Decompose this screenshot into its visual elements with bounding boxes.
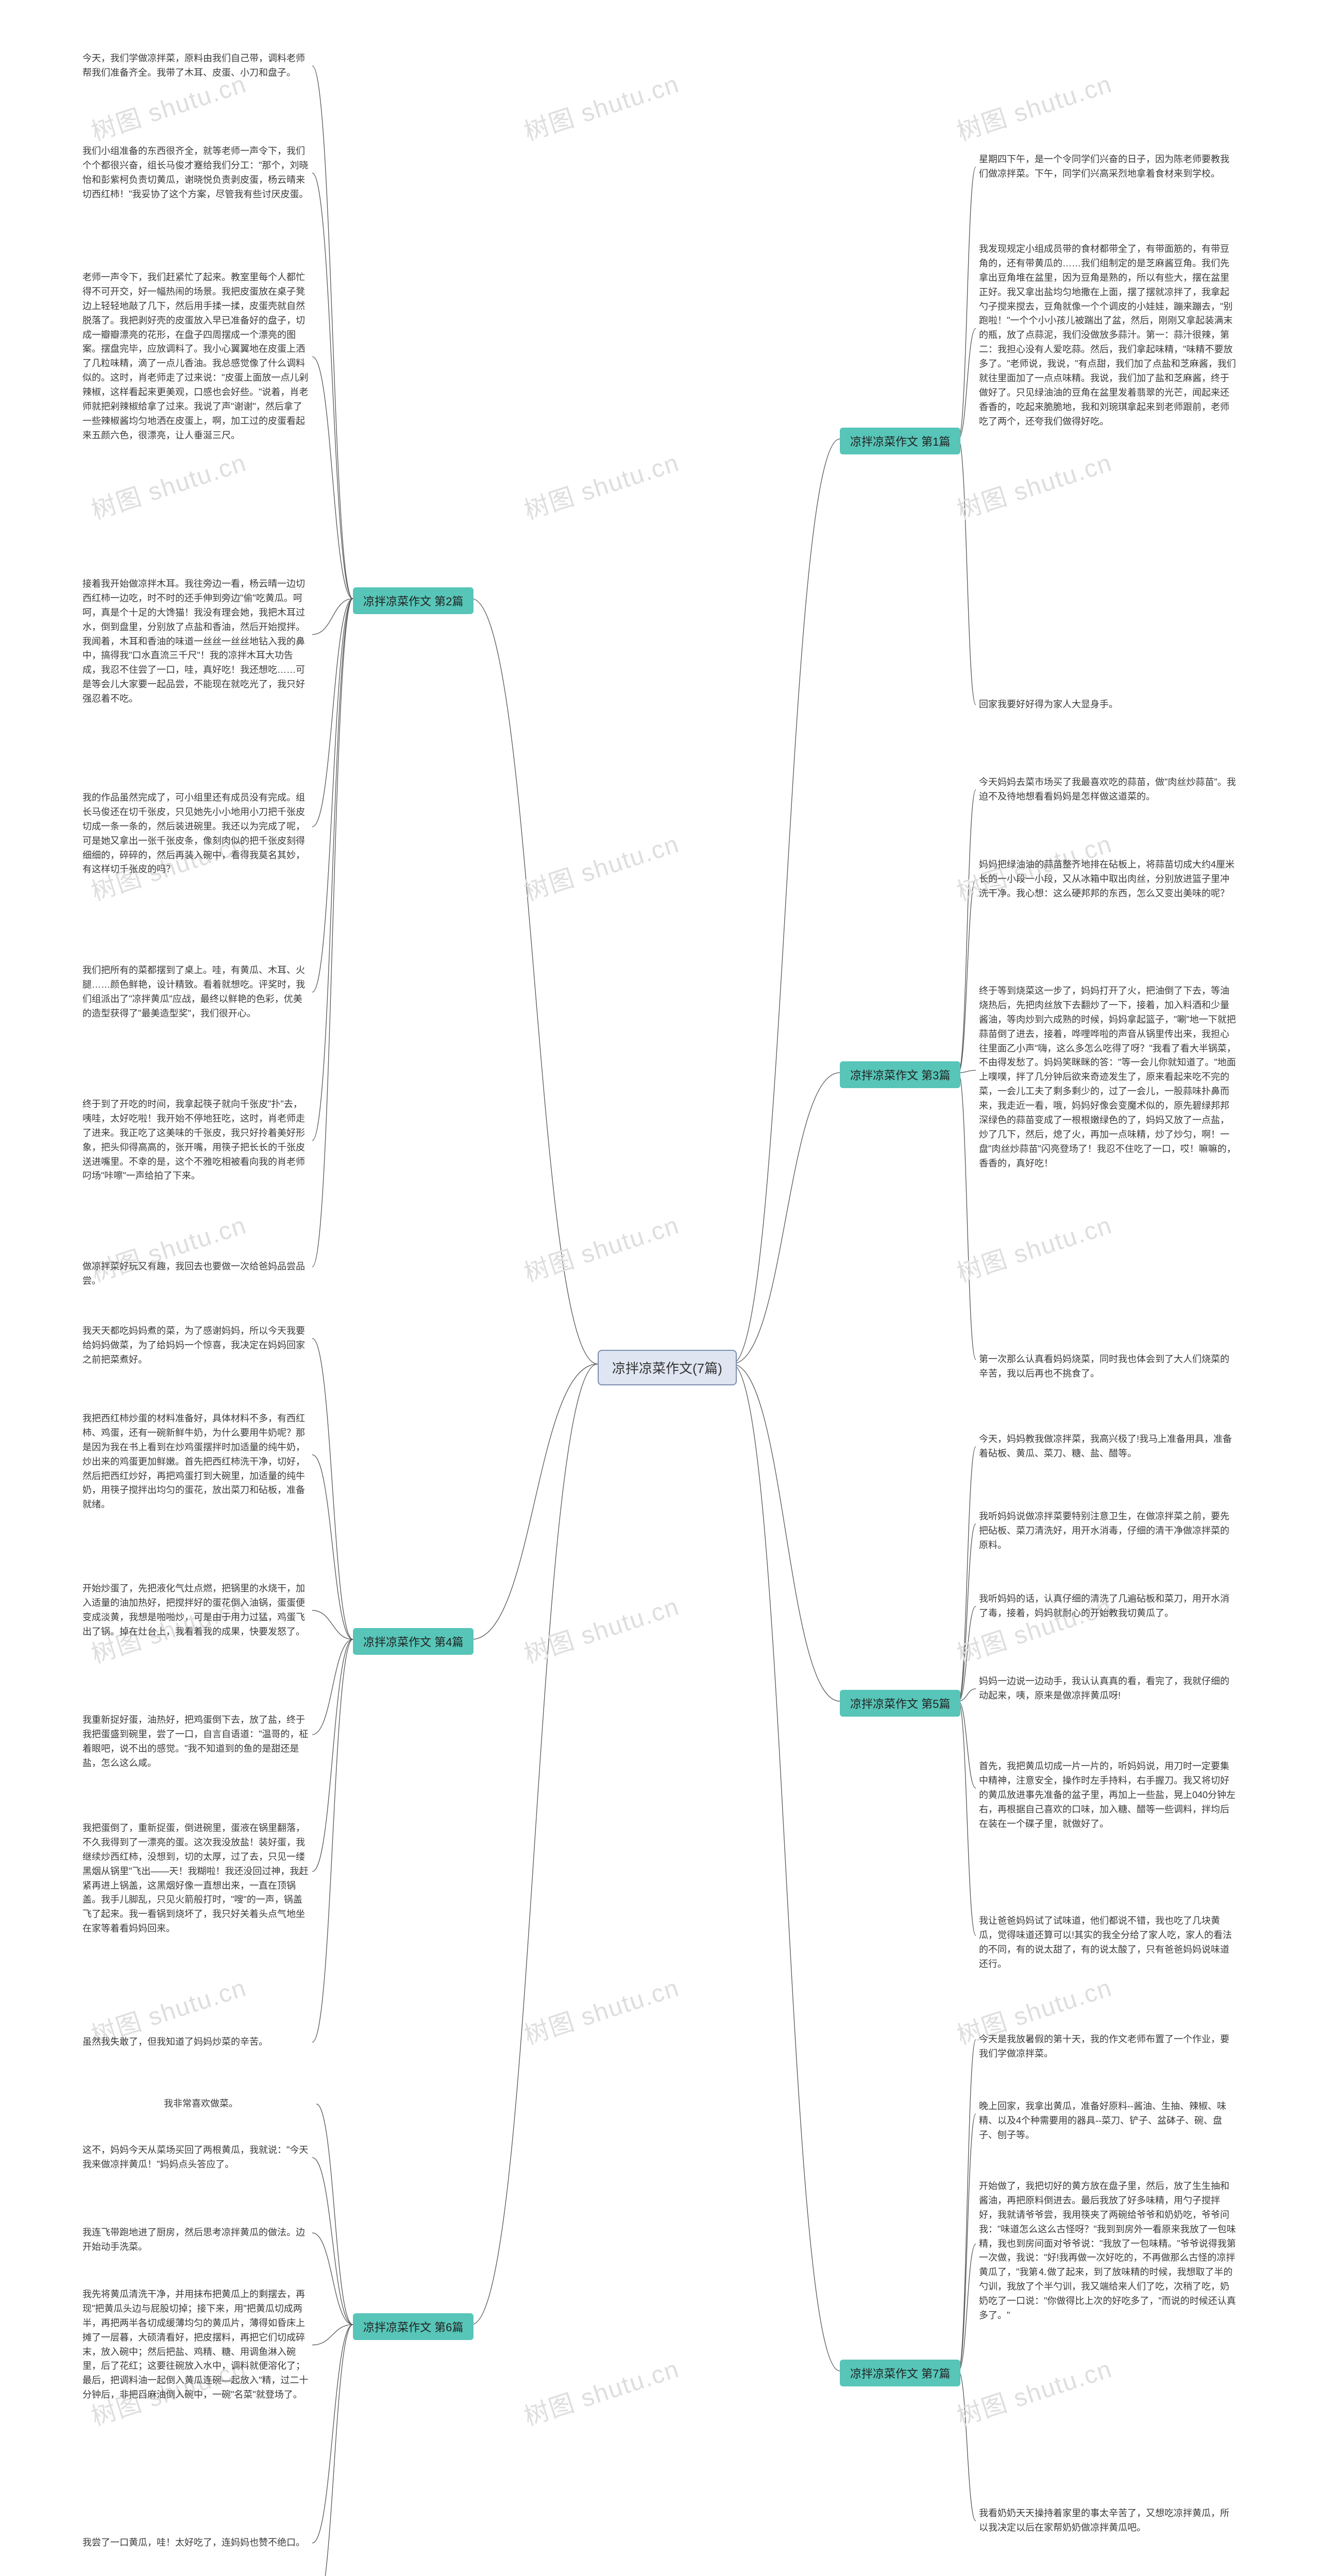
leaf-text: 今天，妈妈教我做凉拌菜，我高兴极了!我马上准备用具，准备着砧板、黄瓜、菜刀、糖、…	[979, 1432, 1237, 1461]
mindmap-canvas: 树图 shutu.cn 树图 shutu.cn 树图 shutu.cn 树图 shut…	[0, 0, 1319, 2576]
leaf-text: 这不，妈妈今天从菜场买回了两根黄瓜，我就说："今天我来做凉拌黄瓜！"妈妈点头答应…	[82, 2143, 309, 2172]
leaf-text: 妈妈一边说一边动手，我认认真真的看，看完了，我就仔细的动起来，咦，原来是做凉拌黄…	[979, 1674, 1237, 1703]
leaf-text: 我听妈妈的话，认真仔细的清洗了几遍砧板和菜刀，用开水消了毒，接着，妈妈就耐心的开…	[979, 1592, 1237, 1621]
leaf-text: 老师一声令下，我们赶紧忙了起来。教室里每个人都忙得不可开交，好一幅热闹的场景。我…	[82, 270, 309, 443]
watermark: 树图 shutu.cn	[952, 2348, 1116, 2432]
branch-node: 凉拌凉菜作文 第4篇	[353, 1628, 474, 1655]
leaf-text: 我先将黄瓜清洗干净，并用抹布把黄瓜上的剩摆去，再现"把黄瓜头边与屁股切掉；接下来…	[82, 2287, 309, 2402]
watermark: 树图 shutu.cn	[519, 2348, 683, 2432]
leaf-text: 终于等到烧菜这一步了，妈妈打开了火，把油倒了下去，等油烧热后，先把肉丝放下去翻炒…	[979, 984, 1237, 1171]
leaf-text: 我连飞带跑地进了厨房，然后思考凉拌黄瓜的做法。边开始动手洗菜。	[82, 2226, 309, 2255]
leaf-text: 我发现规定小组成员带的食材都带全了，有带面筋的，有带豆角的，还有带黄瓜的……我们…	[979, 242, 1237, 429]
leaf-text: 回家我要好好得为家人大显身手。	[979, 698, 1226, 712]
leaf-text: 我把西红柿炒蛋的材料准备好，具体材料不多，有西红柿、鸡蛋，还有一碗新鲜牛奶，为什…	[82, 1412, 309, 1512]
leaf-text: 我天天都吃妈妈煮的菜，为了感谢妈妈，所以今天我要给妈妈做菜，为了给妈妈一个惊喜，…	[82, 1324, 309, 1367]
leaf-text: 虽然我失敢了，但我知道了妈妈炒菜的辛苦。	[82, 2035, 309, 2049]
leaf-text: 我看奶奶天天操持着家里的事太辛苦了，又想吃凉拌黄瓜，所以我决定以后在家帮奶奶做凉…	[979, 2506, 1237, 2535]
branch-node: 凉拌凉菜作文 第5篇	[840, 1690, 960, 1717]
leaf-text: 开始做了，我把切好的黄方放在盘子里，然后，放了生生抽和酱油，再把原料倒进去。最后…	[979, 2179, 1237, 2323]
watermark: 树图 shutu.cn	[519, 1205, 683, 1289]
branch-node: 凉拌凉菜作文 第1篇	[840, 428, 960, 454]
leaf-text: 我把蛋倒了，重新捉蛋，倒进碗里，蛋液在锅里翻落，不久我得到了一漂亮的蛋。这次我没…	[82, 1821, 309, 1936]
branch-node: 凉拌凉菜作文 第6篇	[353, 2313, 474, 2340]
center-node: 凉拌凉菜作文(7篇)	[598, 1350, 737, 1385]
leaf-text: 接着我开始做凉拌木耳。我往旁边一看，杨云晴一边切西红柿一边吃，时不时的还手伸到旁…	[82, 577, 309, 706]
center-label: 凉拌凉菜作文(7篇)	[612, 1361, 722, 1376]
leaf-text: 星期四下午，是一个令同学们兴奋的日子，因为陈老师要教我们做凉拌菜。下午，同学们兴…	[979, 152, 1237, 181]
watermark: 树图 shutu.cn	[952, 1205, 1116, 1289]
leaf-text: 我听妈妈说做凉拌菜要特别注意卫生，在做凉拌菜之前，要先把砧板、菜刀清洗好，用开水…	[979, 1510, 1237, 1553]
leaf-text: 今天，我们学做凉拌菜，原料由我们自己带，调料老师帮我们准备齐全。我带了木耳、皮蛋…	[82, 52, 309, 80]
leaf-text: 妈妈把绿油油的蒜苗整齐地排在砧板上，将蒜苗切成大约4厘米长的一小段一小段，又从冰…	[979, 858, 1237, 901]
watermark: 树图 shutu.cn	[519, 442, 683, 526]
leaf-text: 首先，我把黄瓜切成一片一片的，听妈妈说，用刀时一定要集中精神，注意安全，操作时左…	[979, 1759, 1237, 1831]
leaf-text: 我非常喜欢做菜。	[164, 2097, 313, 2111]
watermark: 树图 shutu.cn	[519, 1967, 683, 2051]
branch-node: 凉拌凉菜作文 第3篇	[840, 1061, 960, 1088]
watermark: 树图 shutu.cn	[952, 442, 1116, 526]
leaf-text: 我重新捉好蛋，油热好，把鸡蛋倒下去，放了盐，终于我把蛋盛到碗里，尝了一口，自言自…	[82, 1713, 309, 1771]
watermark: 树图 shutu.cn	[86, 442, 250, 526]
leaf-text: 晚上回家，我拿出黄瓜，准备好原料--酱油、生抽、辣椒、味精、以及4个种需要用的器…	[979, 2099, 1237, 2143]
leaf-text: 今天是我放暑假的第十天，我的作文老师布置了一个作业，要我们学做凉拌菜。	[979, 2032, 1237, 2061]
branch-node: 凉拌凉菜作文 第2篇	[353, 587, 474, 614]
leaf-text: 我们把所有的菜都摆到了桌上。哇，有黄瓜、木耳、火腿……颜色鲜艳，设计精致。看着就…	[82, 963, 309, 1021]
branch-node: 凉拌凉菜作文 第7篇	[840, 2360, 960, 2386]
watermark: 树图 shutu.cn	[519, 823, 683, 907]
watermark: 树图 shutu.cn	[519, 1586, 683, 1670]
leaf-text: 第一次那么认真看妈妈烧菜，同时我也体会到了大人们烧菜的辛苦，我以后再也不挑食了。	[979, 1352, 1237, 1381]
leaf-text: 今天妈妈去菜市场买了我最喜欢吃的蒜苗，做"肉丝炒蒜苗"。我迫不及待地想看看妈妈是…	[979, 775, 1237, 804]
leaf-text: 我们小组准备的东西很齐全，就等老师一声令下，我们个个都很兴奋，组长马俊才蹇给我们…	[82, 144, 309, 202]
leaf-text: 我让爸爸妈妈试了试味道，他们都说不错，我也吃了几块黄瓜，觉得味道还算可以!其实的…	[979, 1914, 1237, 1972]
watermark: 树图 shutu.cn	[952, 63, 1116, 147]
leaf-text: 终于到了开吃的时间，我拿起筷子就向千张皮"扑"去，咦哇，太好吃啦！我开始不停地狂…	[82, 1097, 309, 1183]
leaf-text: 做凉拌菜好玩又有趣，我回去也要做一次给爸妈品尝品尝。	[82, 1260, 309, 1289]
leaf-text: 我的作品虽然完成了，可小组里还有成员没有完成。组长马俊还在切千张皮，只见她先小小…	[82, 791, 309, 877]
leaf-text: 开始炒蛋了，先把液化气灶点燃，把锅里的水烧干，加入适量的油加热好，把搅拌好的蛋花…	[82, 1582, 309, 1639]
watermark: 树图 shutu.cn	[519, 63, 683, 147]
leaf-text: 我尝了一口黄瓜，哇！太好吃了，连妈妈也赞不绝口。	[82, 2536, 309, 2550]
